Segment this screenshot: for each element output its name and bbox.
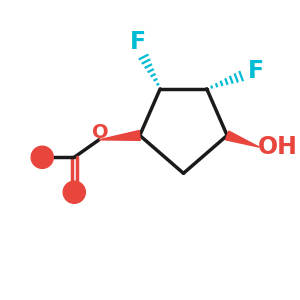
Polygon shape [226, 131, 259, 147]
Circle shape [63, 181, 85, 203]
Text: F: F [248, 59, 264, 83]
Text: F: F [130, 30, 146, 54]
Polygon shape [99, 130, 140, 140]
Text: OH: OH [258, 135, 298, 159]
Circle shape [31, 146, 53, 168]
Text: O: O [92, 123, 109, 142]
